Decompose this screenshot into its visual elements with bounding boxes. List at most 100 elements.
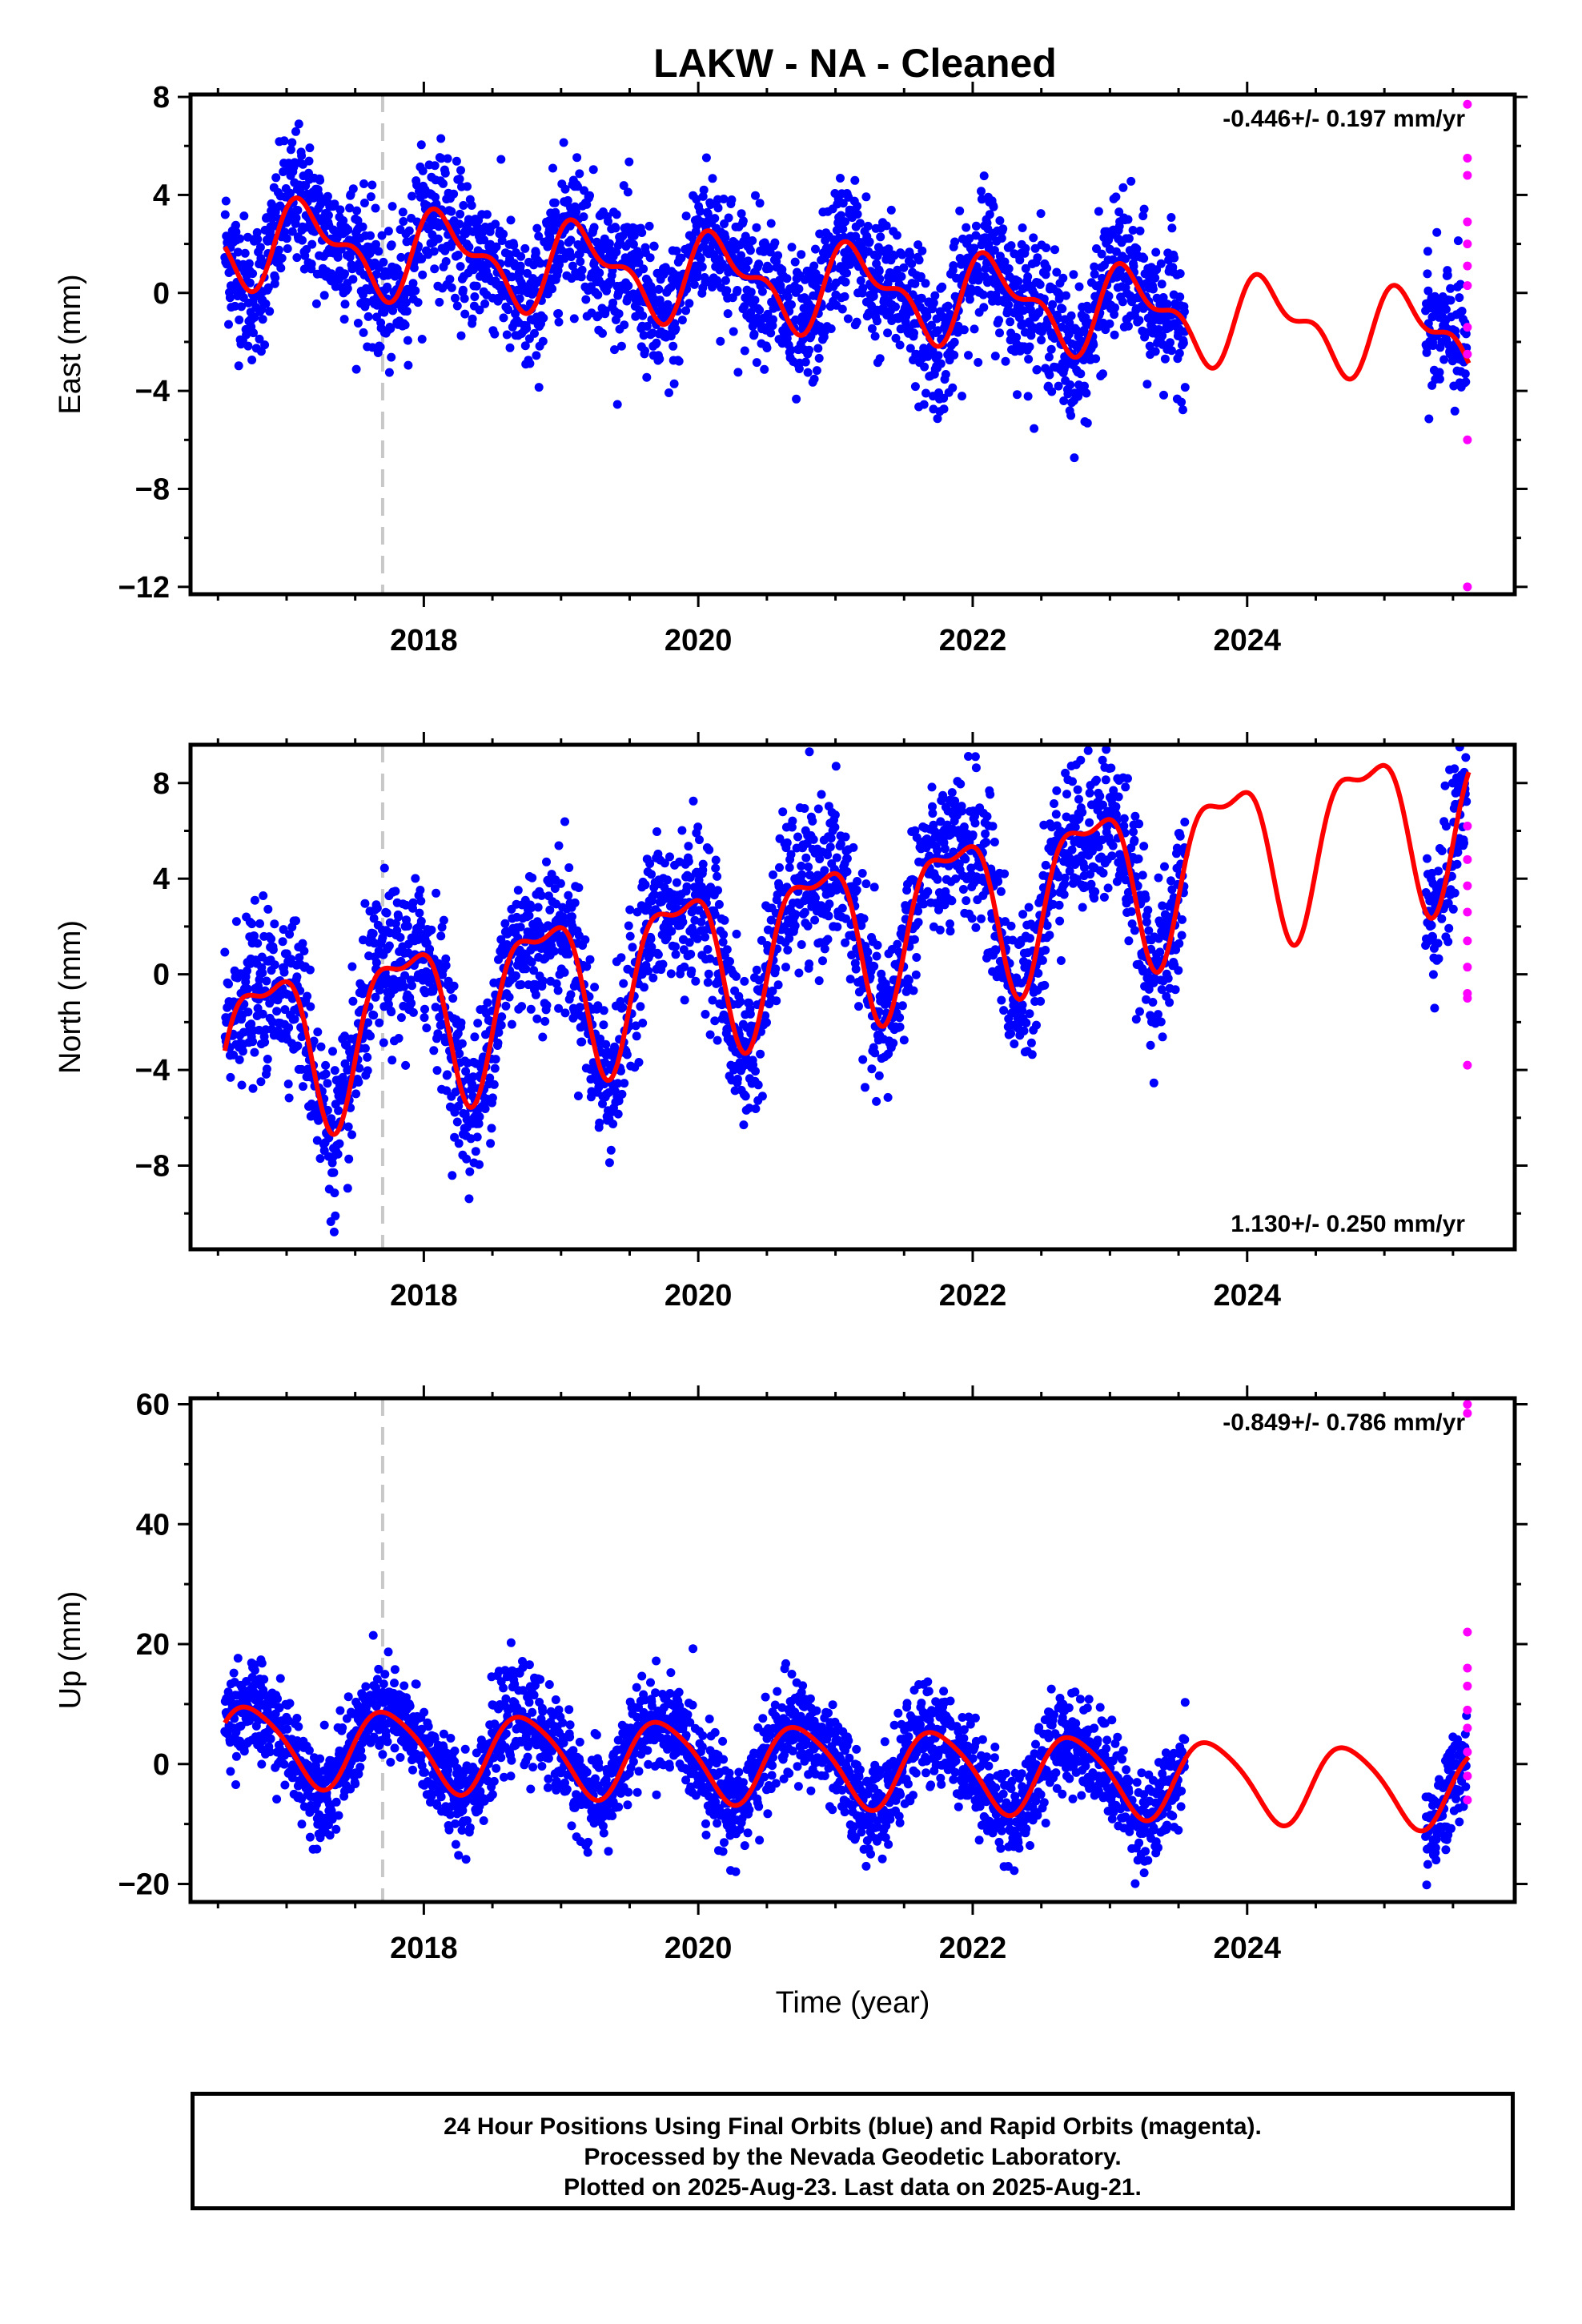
final-orbit-point — [1126, 176, 1136, 186]
final-orbit-point — [863, 221, 873, 231]
final-orbit-point — [250, 1047, 259, 1057]
final-orbit-point — [970, 324, 979, 334]
final-orbit-point — [1123, 215, 1133, 224]
rapid-orbit-point — [1463, 349, 1472, 359]
final-orbit-point — [648, 328, 657, 338]
final-orbit-point — [634, 258, 644, 267]
final-orbit-point — [335, 1139, 344, 1148]
final-orbit-point — [977, 914, 986, 923]
final-orbit-point — [671, 950, 681, 959]
final-orbit-point — [805, 345, 814, 355]
final-orbit-point — [938, 282, 947, 292]
final-orbit-point — [811, 244, 820, 254]
final-orbit-point — [678, 917, 688, 927]
final-orbit-point — [1111, 192, 1121, 202]
final-orbit-point — [321, 1060, 331, 1070]
final-orbit-point — [891, 302, 900, 312]
final-orbit-point — [720, 915, 729, 925]
final-orbit-point — [910, 279, 920, 288]
final-orbit-point — [274, 245, 283, 255]
final-orbit-point — [854, 1002, 863, 1011]
final-orbit-point — [595, 268, 604, 278]
final-orbit-point — [387, 1007, 396, 1017]
final-orbit-point — [1034, 968, 1043, 978]
final-orbit-point — [874, 266, 884, 275]
final-orbit-point — [620, 1079, 629, 1088]
final-orbit-point — [1036, 996, 1046, 1006]
final-orbit-point — [1178, 405, 1187, 415]
final-orbit-point — [233, 247, 243, 257]
final-orbit-point — [666, 969, 676, 979]
final-orbit-point — [669, 379, 679, 388]
final-orbit-point — [451, 293, 460, 303]
final-orbit-point — [441, 961, 451, 971]
final-orbit-point — [623, 187, 632, 197]
final-orbit-point — [475, 1160, 484, 1169]
final-orbit-point — [447, 207, 456, 216]
final-orbit-point — [752, 965, 761, 975]
final-orbit-point — [1105, 319, 1114, 328]
final-orbit-point — [1134, 316, 1144, 325]
final-orbit-point — [448, 1171, 457, 1180]
final-orbit-point — [486, 1139, 496, 1148]
final-orbit-point — [417, 335, 427, 344]
final-orbit-point — [793, 832, 802, 842]
final-orbit-point — [567, 252, 576, 262]
final-orbit-point — [919, 344, 929, 353]
final-orbit-point — [1090, 262, 1099, 271]
final-orbit-point — [595, 1118, 604, 1128]
final-orbit-point — [790, 921, 800, 931]
final-orbit-point — [375, 1018, 384, 1027]
y-axis-label: East (mm) — [54, 274, 87, 414]
final-orbit-point — [497, 236, 507, 245]
final-orbit-point — [850, 175, 860, 185]
final-orbit-point — [566, 235, 576, 245]
final-orbit-point — [693, 934, 702, 943]
final-orbit-point — [1023, 392, 1033, 401]
final-orbit-point — [990, 838, 999, 846]
final-orbit-point — [1457, 307, 1467, 316]
final-orbit-point — [753, 1080, 763, 1090]
final-orbit-point — [304, 156, 314, 166]
final-orbit-point — [416, 896, 426, 906]
final-orbit-point — [751, 191, 760, 200]
final-orbit-point — [612, 210, 621, 219]
final-orbit-point — [261, 299, 271, 308]
final-orbit-point — [1040, 980, 1050, 990]
final-orbit-point — [756, 1049, 765, 1059]
final-orbit-point — [814, 353, 824, 363]
final-orbit-point — [787, 300, 796, 309]
final-orbit-point — [935, 925, 945, 935]
final-orbit-point — [470, 292, 480, 301]
plot-area — [220, 745, 1472, 1249]
final-orbit-point — [1166, 346, 1176, 356]
final-orbit-point — [904, 975, 913, 985]
final-orbit-point — [483, 998, 492, 1007]
final-orbit-point — [1446, 296, 1456, 305]
final-orbit-point — [1110, 310, 1119, 320]
final-orbit-point — [1179, 307, 1189, 316]
final-orbit-point — [401, 1060, 411, 1070]
final-orbit-point — [1180, 383, 1190, 392]
final-orbit-point — [464, 242, 474, 251]
final-orbit-point — [538, 336, 548, 346]
final-orbit-point — [619, 181, 628, 191]
final-orbit-point — [452, 1117, 462, 1127]
final-orbit-point — [797, 940, 806, 949]
final-orbit-point — [276, 263, 286, 273]
final-orbit-point — [873, 940, 882, 950]
final-orbit-point — [1174, 348, 1184, 358]
final-orbit-point — [396, 252, 406, 262]
final-orbit-point — [252, 227, 262, 237]
final-orbit-point — [416, 916, 426, 926]
final-orbit-point — [404, 226, 414, 235]
final-orbit-point — [588, 165, 598, 175]
final-orbit-point — [1042, 263, 1052, 273]
final-orbit-point — [997, 234, 1006, 243]
final-orbit-point — [775, 862, 784, 872]
x-tick-label: 2018 — [390, 624, 458, 657]
final-orbit-point — [344, 1154, 354, 1164]
final-orbit-point — [493, 1038, 503, 1047]
final-orbit-point — [525, 359, 535, 368]
